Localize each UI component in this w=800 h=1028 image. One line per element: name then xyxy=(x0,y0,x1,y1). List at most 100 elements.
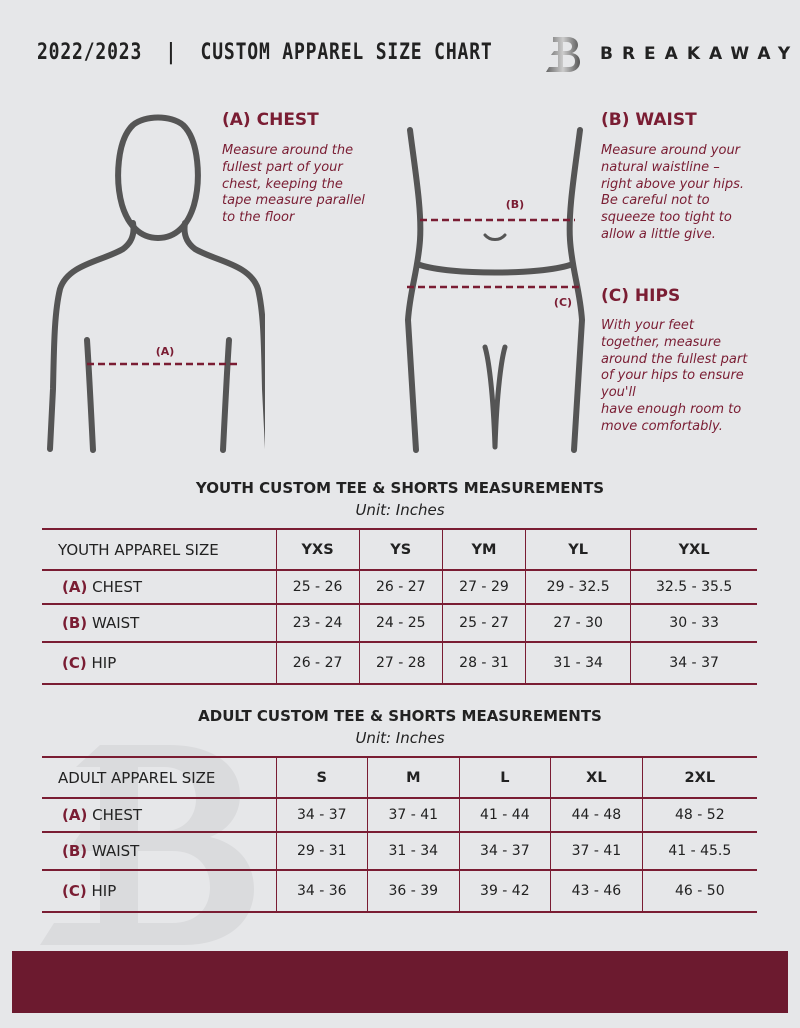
measurement-code: (C) xyxy=(62,882,87,900)
adult-unit: Unit: Inches xyxy=(355,729,445,747)
youth-unit: Unit: Inches xyxy=(355,501,445,519)
measurement-code: (B) xyxy=(62,842,88,860)
table-row: (B) WAIST 29 - 31 31 - 34 34 - 37 37 - 41 41 … xyxy=(42,832,757,871)
measurement-value: 29 - 32.5 xyxy=(525,570,631,605)
desc-line: move comfortably. xyxy=(601,418,723,434)
table-header-row: ADULT APPAREL SIZE S M L XL 2XL xyxy=(42,757,757,799)
waist-description: Measure around your natural waistline – … xyxy=(601,143,744,244)
chest-heading: (A) CHEST xyxy=(222,110,319,130)
desc-line: allow a little give. xyxy=(601,226,716,242)
upper-body-illustration: (A) xyxy=(47,114,265,453)
measurement-value: 29 - 31 xyxy=(275,832,368,871)
measurement-value: 27 - 30 xyxy=(525,604,631,643)
adult-size-table: ADULT APPAREL SIZE S M L XL 2XL (A) CHEST 34 - … xyxy=(42,756,757,913)
waist-marker: (B) xyxy=(506,198,524,211)
desc-line: around the fullest part xyxy=(601,351,748,367)
measurement-value: 41 - 45.5 xyxy=(641,832,757,871)
measurement-value: 32.5 - 35.5 xyxy=(630,570,757,605)
measurement-name: WAIST xyxy=(91,842,140,860)
measurement-value: 48 - 52 xyxy=(641,798,757,833)
desc-line: of your hips to ensure xyxy=(601,368,744,384)
measurement-value: 41 - 44 xyxy=(458,798,551,833)
table-row: (A) CHEST 25 - 26 26 - 27 27 - 29 29 - 32.5 3… xyxy=(42,570,757,605)
measurement-value: 34 - 37 xyxy=(458,832,551,871)
desc-line: tape measure parallel xyxy=(222,193,365,209)
table-header-row: YOUTH APPAREL SIZE YXS YS YM YL YXL xyxy=(42,529,757,571)
measurement-label: (A) CHEST xyxy=(42,570,276,605)
size-label: YOUTH APPAREL SIZE xyxy=(42,529,276,571)
chest-marker: (A) xyxy=(156,345,175,358)
hips-description: With your feet together, measure around … xyxy=(601,318,747,436)
measurement-name: WAIST xyxy=(91,614,140,632)
measurement-code: (A) xyxy=(62,578,88,596)
size-header: YL xyxy=(525,529,631,571)
measurement-label: (B) WAIST xyxy=(42,832,276,871)
breakaway-logo xyxy=(546,37,580,72)
desc-line: you'll xyxy=(601,385,636,401)
measurement-label: (A) CHEST xyxy=(42,798,276,833)
table-row: (C) HIP 34 - 36 36 - 39 39 - 42 43 - 46 46 - … xyxy=(42,870,757,913)
measurement-value: 30 - 33 xyxy=(630,604,757,643)
desc-line: Measure around the xyxy=(222,143,354,158)
measurement-code: (B) xyxy=(62,614,88,632)
measurement-name: HIP xyxy=(91,882,117,900)
measurement-value: 28 - 31 xyxy=(441,642,526,685)
measurement-value: 26 - 27 xyxy=(358,570,443,605)
table-row: (A) CHEST 34 - 37 37 - 41 41 - 44 44 - 48 48 … xyxy=(42,798,757,833)
measurement-name: CHEST xyxy=(92,578,143,596)
measurement-value: 34 - 36 xyxy=(275,870,368,913)
measurement-value: 31 - 34 xyxy=(525,642,631,685)
desc-line: Be careful not to xyxy=(601,193,710,209)
measurement-value: 34 - 37 xyxy=(630,642,757,685)
table-row: (C) HIP 26 - 27 27 - 28 28 - 31 31 - 34 34 - … xyxy=(42,642,757,685)
desc-line: chest, keeping the xyxy=(222,176,343,192)
measurement-code: (C) xyxy=(62,654,87,672)
youth-section-title: YOUTH CUSTOM TEE & SHORTS MEASUREMENTS xyxy=(195,479,605,497)
waist-heading: (B) WAIST xyxy=(601,110,697,130)
size-header: L xyxy=(458,757,551,799)
brand-name: BREAKAWAY xyxy=(600,44,800,64)
measurement-value: 25 - 27 xyxy=(441,604,526,643)
desc-line: squeeze too tight to xyxy=(601,210,732,226)
desc-line: Measure around your xyxy=(601,143,741,158)
measurement-value: 24 - 25 xyxy=(358,604,443,643)
measurement-label: (B) WAIST xyxy=(42,604,276,643)
size-header: M xyxy=(367,757,460,799)
measurement-value: 27 - 29 xyxy=(441,570,526,605)
size-label: ADULT APPAREL SIZE xyxy=(42,757,276,799)
measurement-name: CHEST xyxy=(92,806,143,824)
measurement-value: 37 - 41 xyxy=(367,798,460,833)
desc-line: to the floor xyxy=(222,210,295,226)
size-header: XL xyxy=(550,757,643,799)
desc-line: With your feet xyxy=(601,318,694,333)
measurement-value: 23 - 24 xyxy=(275,604,360,643)
desc-line: natural waistline – xyxy=(601,159,720,175)
desc-line: have enough room to xyxy=(601,401,742,417)
page-title: 2022/2023 | CUSTOM APPAREL SIZE CHART xyxy=(37,40,493,65)
measurement-value: 25 - 26 xyxy=(275,570,360,605)
measurement-value: 34 - 37 xyxy=(275,798,368,833)
adult-section-title: ADULT CUSTOM TEE & SHORTS MEASUREMENTS xyxy=(198,707,602,725)
measurement-value: 36 - 39 xyxy=(367,870,460,913)
youth-size-table: YOUTH APPAREL SIZE YXS YS YM YL YXL (A) CHEST 2… xyxy=(42,528,757,685)
size-header: YM xyxy=(441,529,526,571)
hips-marker: (C) xyxy=(554,296,572,309)
size-header: 2XL xyxy=(641,757,757,799)
measurement-value: 46 - 50 xyxy=(641,870,757,913)
measurement-value: 44 - 48 xyxy=(550,798,643,833)
measurement-value: 26 - 27 xyxy=(275,642,360,685)
size-header: S xyxy=(275,757,368,799)
lower-body-illustration: (B) (C) xyxy=(404,127,586,453)
measurement-code: (A) xyxy=(62,806,88,824)
measurement-value: 31 - 34 xyxy=(367,832,460,871)
desc-line: right above your hips. xyxy=(601,176,745,192)
table-row: (B) WAIST 23 - 24 24 - 25 25 - 27 27 - 30 30 … xyxy=(42,604,757,643)
chest-description: Measure around the fullest part of your … xyxy=(222,143,365,227)
footer-bar xyxy=(12,951,788,1013)
size-header: YXL xyxy=(630,529,757,571)
measurement-label: (C) HIP xyxy=(42,642,276,685)
measurement-value: 37 - 41 xyxy=(550,832,643,871)
measurement-value: 39 - 42 xyxy=(458,870,551,913)
desc-line: fullest part of your xyxy=(222,159,343,175)
desc-line: together, measure xyxy=(601,334,722,350)
